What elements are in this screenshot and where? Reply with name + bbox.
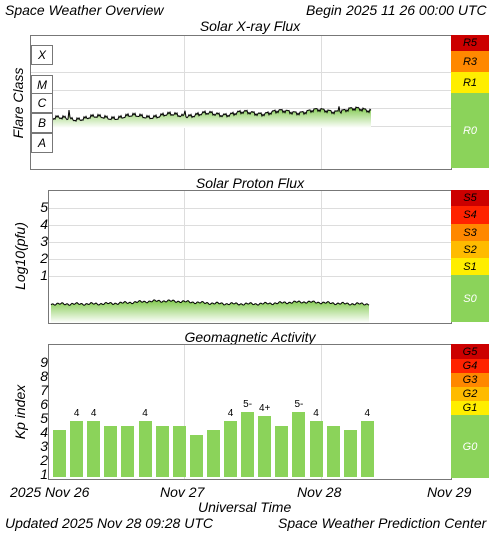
kp-bar-label: 4+ xyxy=(258,403,271,415)
scale-g1: G1 xyxy=(451,401,489,415)
geomag-axis-title: Kp index xyxy=(12,384,28,440)
kp-tick-3: 3 xyxy=(40,438,48,454)
scale-g4: G4 xyxy=(451,359,489,373)
flare-class-b: B xyxy=(31,113,53,133)
kp-bar xyxy=(53,430,66,477)
kp-bar xyxy=(155,425,169,477)
kp-bar xyxy=(70,421,84,477)
kp-bar-label: 4 xyxy=(142,408,148,419)
proton-tick-1: 1 xyxy=(40,267,48,283)
scale-s5: S5 xyxy=(451,190,489,206)
scale-s3: S3 xyxy=(451,224,489,241)
kp-bar xyxy=(224,421,237,477)
scale-g3: G3 xyxy=(451,373,489,387)
kp-bar xyxy=(206,430,220,477)
kp-bar xyxy=(104,425,118,477)
xtick-nov27: Nov 27 xyxy=(160,484,205,500)
xray-title: Solar X-ray Flux xyxy=(199,18,301,34)
radio-blackout-scale: R5 R3 R1 R0 xyxy=(451,35,489,168)
updated-timestamp: 2025 Nov 28 09:28 UTC xyxy=(62,515,213,531)
xaxis-title: Universal Time xyxy=(198,499,292,515)
kp-bar xyxy=(292,411,306,477)
kp-tick-7: 7 xyxy=(40,382,48,398)
proton-tick-2: 2 xyxy=(40,250,48,266)
kp-bar-label: 4 xyxy=(90,408,97,419)
kp-bar xyxy=(309,421,323,477)
updated-label: Updated xyxy=(5,515,58,531)
xray-flux-trace xyxy=(50,106,372,128)
kp-plot: 4 4 4 4 5- 4+ 5- 4 4 xyxy=(48,344,452,480)
xtick-nov29: Nov 29 xyxy=(427,484,472,500)
flare-class-c: C xyxy=(31,93,53,113)
source-label: Space Weather Prediction Center xyxy=(278,515,487,531)
scale-r0: R0 xyxy=(451,93,489,168)
kp-tick-8: 8 xyxy=(40,368,48,384)
xtick-nov26: 2025 Nov 26 xyxy=(10,484,90,500)
kp-tick-2: 2 xyxy=(40,452,48,468)
begin-timestamp: 2025 11 26 00:00 UTC xyxy=(346,2,487,18)
kp-bar-label: 4 xyxy=(364,408,371,419)
xray-axis-title: Flare Class xyxy=(10,67,26,139)
scale-g0: G0 xyxy=(451,415,489,478)
scale-g5: G5 xyxy=(451,344,489,359)
proton-flux-trace xyxy=(50,299,370,323)
overview-title: Space Weather Overview xyxy=(5,2,164,18)
scale-s2: S2 xyxy=(451,241,489,258)
kp-bar xyxy=(189,435,203,477)
proton-title: Solar Proton Flux xyxy=(195,175,305,191)
kp-tick-6: 6 xyxy=(40,396,48,412)
kp-bar xyxy=(87,421,101,477)
proton-axis-title: Log10(pfu) xyxy=(12,222,28,290)
kp-bar xyxy=(172,425,186,477)
kp-bar xyxy=(121,425,135,477)
kp-bar xyxy=(138,421,152,477)
geomagnetic-storm-scale: G5 G4 G3 G2 G1 G0 xyxy=(451,344,489,478)
kp-bar-label: 4 xyxy=(313,408,319,419)
kp-bar-label: 4 xyxy=(73,408,80,419)
xray-plot xyxy=(30,35,452,170)
kp-bar xyxy=(326,425,340,477)
kp-bar xyxy=(360,421,374,477)
flare-class-m: M xyxy=(31,75,53,95)
kp-bar xyxy=(275,425,289,477)
solar-radiation-scale: S5 S4 S3 S2 S1 S0 xyxy=(451,190,489,322)
scale-r1: R1 xyxy=(451,72,489,93)
proton-tick-5: 5 xyxy=(40,199,48,215)
scale-r3: R3 xyxy=(451,51,489,72)
kp-tick-5: 5 xyxy=(40,410,48,426)
xtick-nov28: Nov 28 xyxy=(297,484,342,500)
kp-bar-label: 5- xyxy=(294,398,304,410)
kp-bar xyxy=(241,411,255,477)
geomag-title: Geomagnetic Activity xyxy=(184,329,316,345)
begin-label: Begin xyxy=(306,2,342,18)
flare-class-x: X xyxy=(31,45,53,65)
proton-plot xyxy=(48,190,452,324)
scale-s4: S4 xyxy=(451,206,489,224)
kp-bar xyxy=(258,416,272,477)
kp-tick-9: 9 xyxy=(40,354,48,370)
proton-tick-3: 3 xyxy=(40,233,48,249)
kp-tick-1: 1 xyxy=(40,466,48,482)
kp-bar xyxy=(343,430,357,477)
kp-bar-label: 4 xyxy=(227,408,234,419)
scale-r5: R5 xyxy=(451,35,489,51)
kp-bar-label: 5- xyxy=(243,398,253,410)
scale-s0: S0 xyxy=(451,275,489,322)
flare-class-a: A xyxy=(31,133,53,153)
proton-tick-4: 4 xyxy=(40,216,48,232)
scale-g2: G2 xyxy=(451,387,489,401)
kp-tick-4: 4 xyxy=(40,424,48,440)
scale-s1: S1 xyxy=(451,258,489,275)
